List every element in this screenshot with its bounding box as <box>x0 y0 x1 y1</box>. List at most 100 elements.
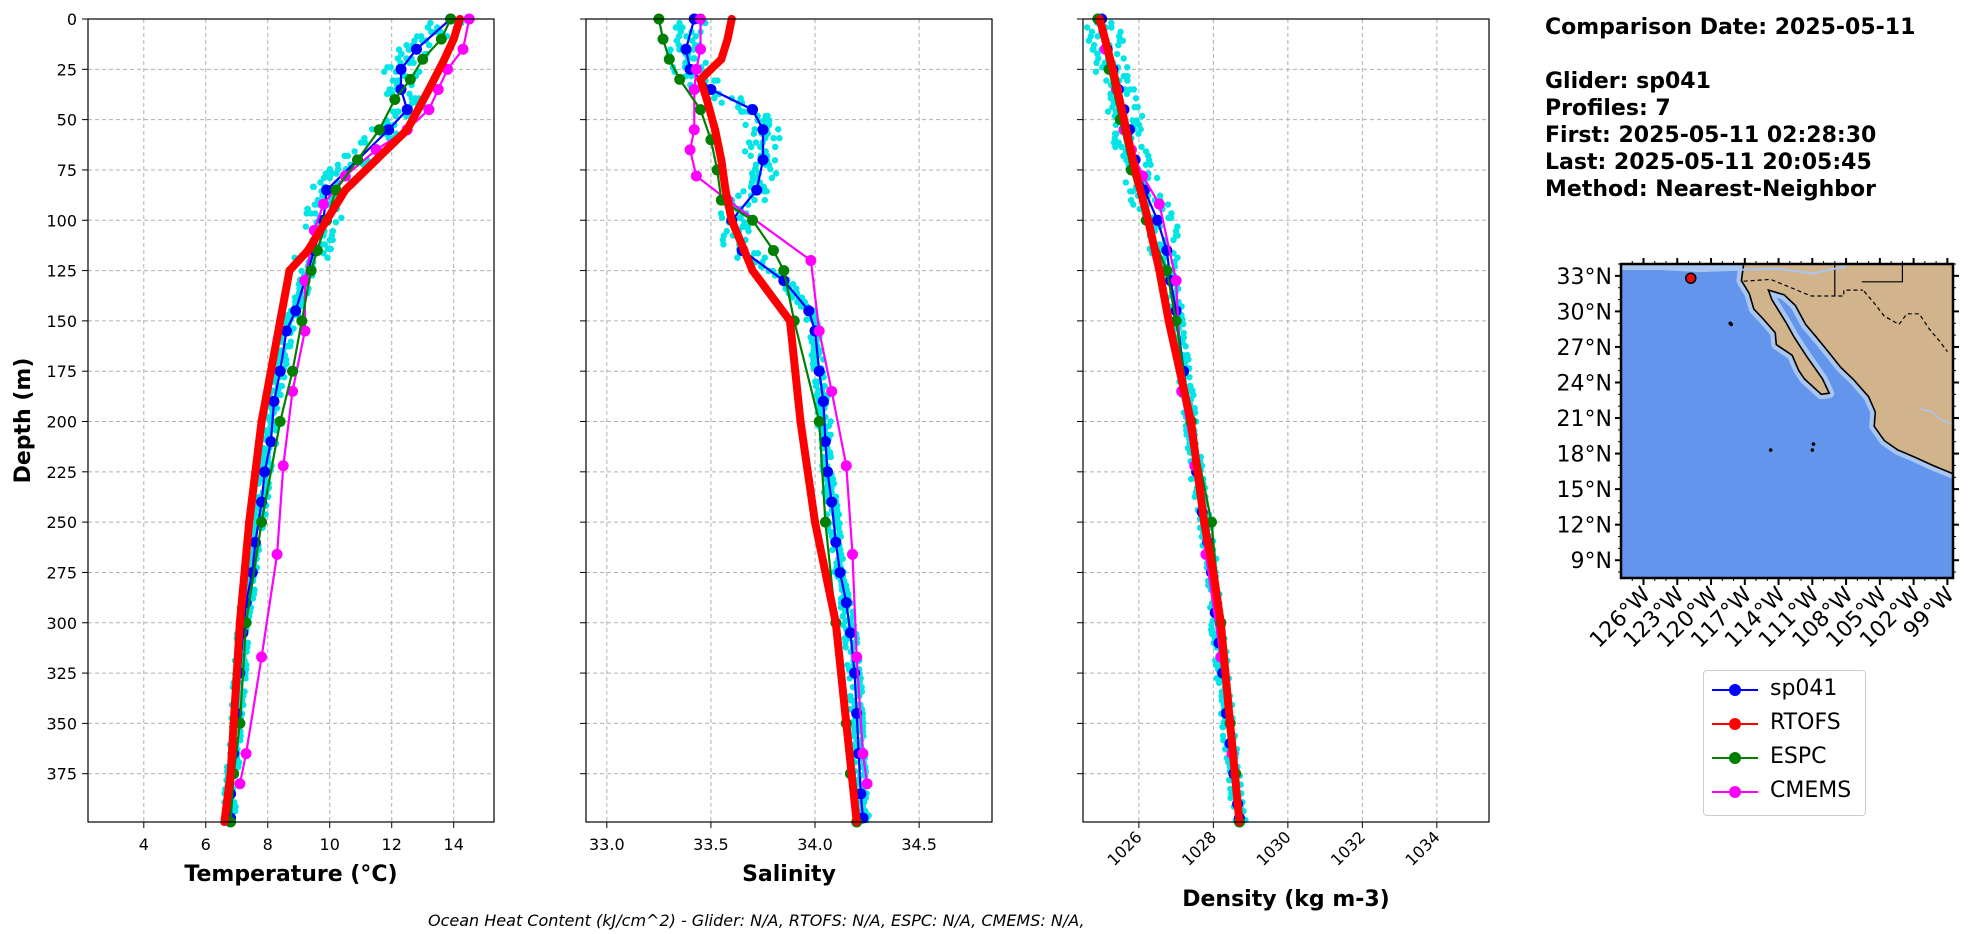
plot-frame <box>87 18 495 823</box>
data-point-rtofs <box>842 719 851 728</box>
state-border <box>1861 264 1904 283</box>
data-point-cmems <box>684 144 696 156</box>
border-line <box>1863 290 1948 353</box>
glider-sample-point <box>1103 77 1110 84</box>
data-point-sp041 <box>280 325 292 337</box>
glider-sample-point <box>1090 46 1097 53</box>
y-tick-label: 375 <box>46 765 77 784</box>
glider-sample-point <box>718 99 725 106</box>
data-point-rtofs <box>257 417 266 426</box>
data-point-cmems <box>851 651 863 663</box>
glider-sample-point <box>1227 794 1234 802</box>
glider-sample-point <box>283 356 290 363</box>
glider-sample-point <box>825 422 833 430</box>
data-point-rtofs <box>235 618 244 627</box>
data-point-rtofs <box>796 417 805 426</box>
glider-sample-point <box>1109 103 1116 111</box>
glider-sample-point <box>387 64 394 71</box>
glider-sample-point <box>383 90 391 98</box>
glider-sample-point <box>1186 374 1193 381</box>
data-point-espc <box>404 73 416 85</box>
glider-sample-point <box>740 108 747 115</box>
series-line-rtofs <box>1095 15 1244 826</box>
data-point-sp041 <box>395 63 407 75</box>
salinity-panel: 33.0 33.5 34.0 34.5 Salinity <box>580 13 993 887</box>
glider-sample-point <box>711 95 718 102</box>
glider-sample-point <box>1108 19 1115 27</box>
x-tick-label: 6 <box>201 835 211 854</box>
y-tick-label: 0 <box>67 10 77 29</box>
glider-sample-point <box>690 46 697 53</box>
glider-sample-point <box>338 214 345 222</box>
data-point-cmems <box>1170 275 1182 287</box>
data-point-cmems <box>271 548 283 560</box>
data-point-cmems <box>287 385 299 397</box>
x-tick-label: 12 <box>382 835 402 854</box>
glider-sample-point <box>1115 41 1122 49</box>
data-point-espc <box>296 315 308 327</box>
glider-position-marker <box>1685 272 1697 284</box>
data-point-rtofs <box>1108 65 1117 74</box>
data-point-cmems <box>318 198 330 210</box>
legend-marker <box>1729 718 1741 730</box>
data-point-espc <box>657 33 669 45</box>
glider-sample-point <box>416 68 423 75</box>
glider-sample-point <box>760 188 768 195</box>
data-point-sp041 <box>751 184 763 196</box>
x-axis-label: Temperature (°C) <box>184 862 397 887</box>
data-point-cmems <box>840 460 852 472</box>
data-point-cmems <box>457 43 469 55</box>
land <box>1740 264 1953 475</box>
y-tick-label: 75 <box>57 161 77 180</box>
data-point-cmems <box>688 83 700 95</box>
glider-sample-point <box>776 134 783 142</box>
glider-sample-point <box>702 59 709 67</box>
glider-sample-point <box>692 33 700 40</box>
data-point-rtofs <box>1131 165 1140 174</box>
glider-sample-point <box>1122 179 1130 186</box>
legend-label: ESPC <box>1770 744 1827 769</box>
glider-sample-point <box>1153 174 1161 182</box>
x-tick-label: 1026 <box>1103 827 1145 869</box>
lat-tick-label: 9°N <box>1571 549 1612 574</box>
data-point-rtofs <box>1187 417 1196 426</box>
glider-sample-point <box>789 281 797 288</box>
data-point-rtofs <box>245 518 254 527</box>
data-point-espc <box>819 516 831 528</box>
glider-sample-point <box>752 174 759 182</box>
data-point-sp041 <box>813 365 825 377</box>
glider-sample-point <box>747 152 754 160</box>
glider-sample-point <box>1170 236 1177 244</box>
glider-sample-point <box>1130 201 1137 208</box>
glider-sample-point <box>277 391 284 399</box>
lat-tick-label: 12°N <box>1557 514 1612 539</box>
data-point-espc <box>311 244 323 256</box>
glider-sample-point <box>691 55 698 62</box>
y-tick-label: 200 <box>46 413 77 432</box>
data-point-sp041 <box>680 43 692 55</box>
data-point-rtofs <box>1164 316 1173 325</box>
glider-sample-point <box>842 644 849 651</box>
data-point-cmems <box>690 63 702 75</box>
data-point-espc <box>767 244 779 256</box>
x-tick-label: 33.5 <box>693 835 729 854</box>
data-point-sp041 <box>274 365 286 377</box>
data-point-rtofs <box>1200 518 1209 527</box>
glider-sample-point <box>761 196 768 204</box>
glider-sample-point <box>839 555 846 562</box>
data-point-espc <box>417 53 429 65</box>
data-point-cmems <box>826 385 838 397</box>
glider-sample-point <box>333 170 340 177</box>
x-tick-label: 1030 <box>1252 827 1294 869</box>
glider-sample-point <box>1094 33 1101 40</box>
data-point-espc <box>674 73 686 85</box>
glider-sample-point <box>426 41 433 49</box>
glider-sample-point <box>1135 130 1142 137</box>
series-line-cmems <box>688 17 869 785</box>
map-content <box>1621 264 1953 578</box>
x-tick-label: 1028 <box>1178 827 1220 869</box>
data-point-espc <box>747 214 759 226</box>
glider-sample-point <box>310 183 318 191</box>
glider-sample-point <box>1131 103 1138 111</box>
